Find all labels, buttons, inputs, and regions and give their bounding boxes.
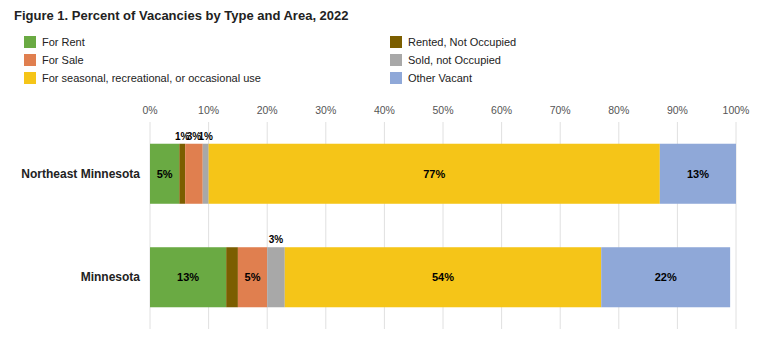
- legend-swatch: [390, 54, 402, 66]
- legend-swatch: [390, 36, 402, 48]
- bar-segment: [203, 144, 209, 204]
- tick-label: 100%: [723, 104, 750, 116]
- tick-label: 50%: [432, 104, 453, 116]
- tick-label: 70%: [550, 104, 571, 116]
- bar-segment: [267, 247, 285, 307]
- bar-segment: [209, 144, 660, 204]
- data-label: 13%: [177, 271, 199, 283]
- bar-segment: [185, 144, 203, 204]
- bar-segment: [285, 247, 601, 307]
- legend-label: For seasonal, recreational, or occasiona…: [42, 72, 261, 84]
- legend-label: Rented, Not Occupied: [408, 36, 516, 48]
- bar-segment: [601, 247, 730, 307]
- tick-label: 90%: [667, 104, 688, 116]
- data-label: 13%: [687, 168, 709, 180]
- legend-label: For Rent: [42, 36, 85, 48]
- legend: For Rent Rented, Not Occupied For Sale Sold…: [24, 36, 516, 84]
- legend-label: For Sale: [42, 54, 84, 66]
- data-label: 1%: [198, 131, 213, 142]
- tick-label: 10%: [198, 104, 219, 116]
- legend-swatch: [24, 36, 36, 48]
- legend-swatch: [24, 54, 36, 66]
- bar-segment: [238, 247, 267, 307]
- category-label: Minnesota: [81, 270, 141, 284]
- tick-label: 60%: [491, 104, 512, 116]
- data-labels: 5%1%3%1%77%13%13%5%3%54%22%: [157, 131, 709, 284]
- tick-label: 80%: [608, 104, 629, 116]
- data-label: 22%: [655, 271, 677, 283]
- data-label: 77%: [423, 168, 445, 180]
- x-axis: 0% 10% 20% 30% 40% 50% 60% 70% 80% 90% 100%: [142, 104, 749, 329]
- tick-label: 40%: [374, 104, 395, 116]
- legend-swatch: [390, 72, 402, 84]
- bar-segment: [226, 247, 238, 307]
- data-label: 5%: [157, 168, 173, 180]
- tick-label: 0%: [142, 104, 157, 116]
- tick-label: 20%: [257, 104, 278, 116]
- bar-segment: [179, 144, 185, 204]
- category-label: Northeast Minnesota: [21, 167, 140, 181]
- data-label: 54%: [432, 271, 454, 283]
- legend-swatch: [24, 72, 36, 84]
- tick-label: 30%: [315, 104, 336, 116]
- bars: [150, 144, 736, 308]
- title: Figure 1. Percent of Vacancies by Type a…: [14, 8, 349, 23]
- data-label: 3%: [269, 234, 284, 245]
- bar-segment: [150, 247, 226, 307]
- data-label: 5%: [245, 271, 261, 283]
- legend-label: Sold, not Occupied: [408, 54, 501, 66]
- chart: Figure 1. Percent of Vacancies by Type a…: [0, 0, 762, 339]
- bar-segment: [150, 144, 179, 204]
- legend-label: Other Vacant: [408, 72, 472, 84]
- bar-segment: [660, 144, 736, 204]
